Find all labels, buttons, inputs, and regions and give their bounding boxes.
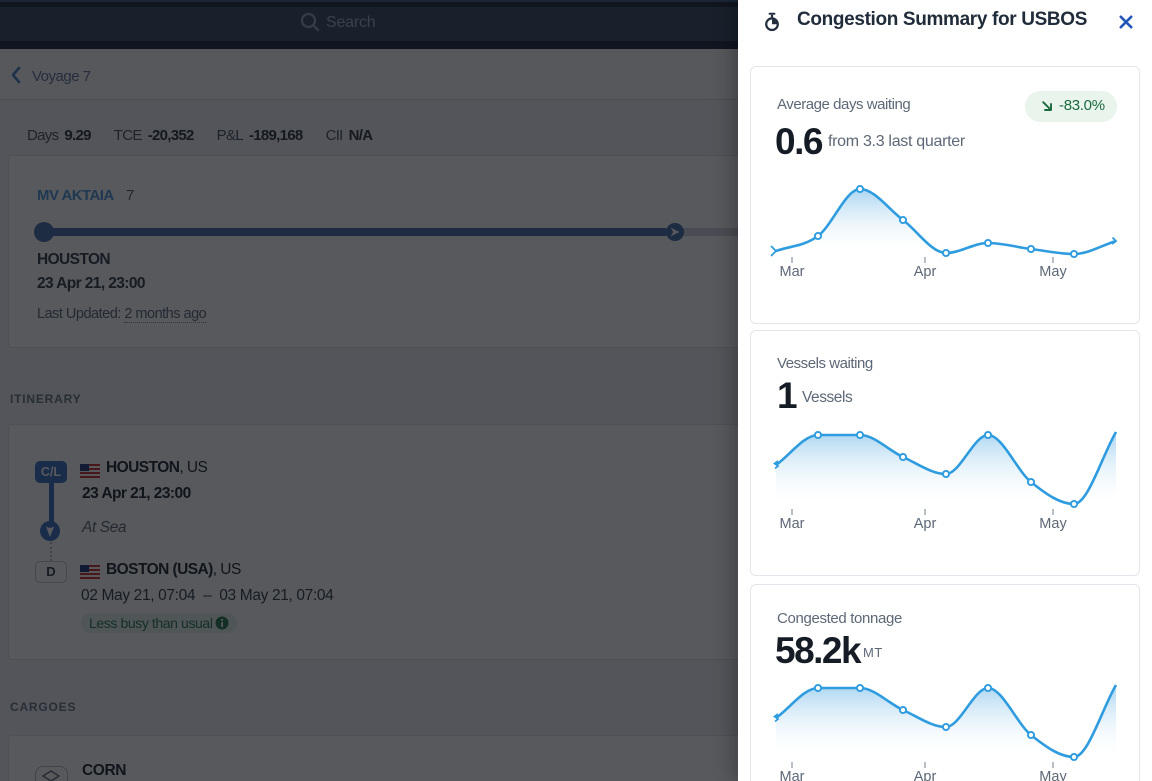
svg-text:May: May xyxy=(1039,769,1067,781)
svg-text:May: May xyxy=(1039,264,1067,280)
svg-text:Apr: Apr xyxy=(914,264,937,280)
svg-text:Apr: Apr xyxy=(914,769,937,781)
svg-text:Mar: Mar xyxy=(780,769,805,781)
svg-text:May: May xyxy=(1039,516,1067,532)
svg-text:Apr: Apr xyxy=(914,516,937,532)
svg-text:Mar: Mar xyxy=(780,516,805,532)
svg-text:Mar: Mar xyxy=(780,264,805,280)
